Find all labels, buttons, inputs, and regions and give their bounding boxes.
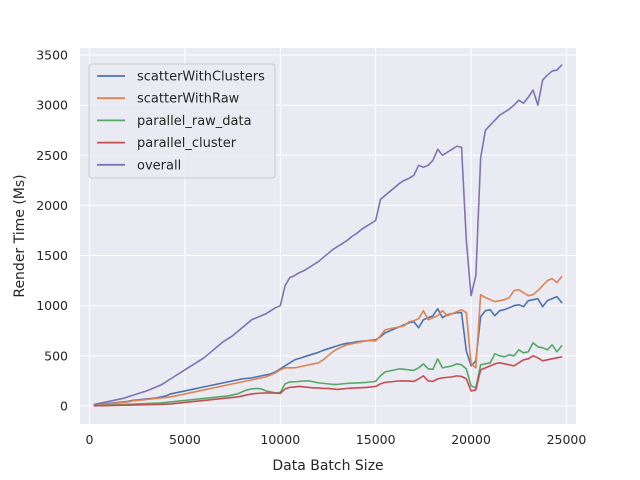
legend-box [88,63,276,179]
x-axis-label: Data Batch Size [272,458,383,474]
x-tick-label: 25000 [547,432,587,447]
series-line-scatterwithclusters [93,295,563,406]
y-tick-label: 3000 [36,98,68,113]
legend-entry: overall [137,158,181,173]
y-tick-label: 500 [44,348,68,363]
x-tick-label: 15000 [356,432,396,447]
series-line-parallel-cluster [93,355,563,407]
y-tick-label: 0 [60,398,68,413]
legend: scatterWithClusters scatterWithRaw paralle… [88,63,276,179]
y-axis-label: Render Time (Ms) [12,174,28,297]
y-tick-label: 2500 [36,148,68,163]
grid-lines [80,48,576,424]
legend-entry: parallel_raw_data [137,114,252,129]
series-layer [93,64,563,407]
series-line-overall [93,64,563,406]
y-tick-label: 1500 [36,248,68,263]
legend-entry: scatterWithRaw [137,92,240,107]
y-tick-labels: 0 500 1000 1500 2000 2500 3000 3500 [36,48,68,414]
y-tick-label: 3500 [36,48,68,63]
series-line-scatterwithraw [93,275,563,407]
legend-entry: parallel_cluster [137,136,237,151]
x-tick-label: 20000 [451,432,491,447]
x-tick-label: 5000 [169,432,201,447]
series-line-parallel-raw-data [93,341,563,407]
y-tick-label: 2000 [36,198,68,213]
legend-entry: scatterWithClusters [137,70,265,85]
y-tick-label: 1000 [36,298,68,313]
x-tick-label: 0 [86,432,94,447]
x-tick-label: 10000 [260,432,300,447]
x-tick-labels: 0 5000 10000 15000 20000 25000 [86,432,587,447]
